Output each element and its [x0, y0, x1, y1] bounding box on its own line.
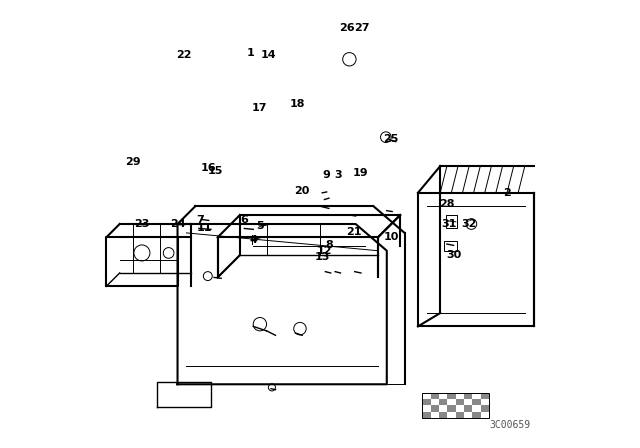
Bar — [447, 393, 456, 399]
Bar — [481, 405, 489, 412]
Text: 8: 8 — [325, 241, 333, 250]
Bar — [447, 405, 456, 412]
Text: 31: 31 — [442, 219, 457, 229]
Text: 11: 11 — [196, 224, 212, 233]
Text: 6: 6 — [241, 215, 248, 224]
Text: 15: 15 — [208, 166, 223, 176]
Bar — [456, 399, 464, 405]
Text: 10: 10 — [383, 233, 399, 242]
Text: 18: 18 — [290, 99, 305, 109]
Bar — [422, 393, 489, 418]
Text: 23: 23 — [134, 219, 150, 229]
Text: 17: 17 — [252, 103, 268, 113]
Text: 30: 30 — [446, 250, 461, 260]
Text: 7: 7 — [196, 215, 204, 224]
Text: 13: 13 — [314, 252, 330, 263]
Text: 16: 16 — [201, 164, 216, 173]
Text: 28: 28 — [439, 199, 454, 209]
Text: 25: 25 — [383, 134, 399, 144]
Bar — [445, 215, 457, 228]
Text: 14: 14 — [261, 50, 276, 60]
Bar — [439, 412, 447, 418]
Bar — [431, 405, 439, 412]
Bar — [472, 399, 481, 405]
Bar — [472, 412, 481, 418]
Text: 21: 21 — [346, 227, 361, 237]
Text: 32: 32 — [461, 219, 477, 229]
Bar — [422, 399, 431, 405]
Text: 20: 20 — [294, 185, 310, 196]
Text: 3: 3 — [334, 170, 342, 180]
Text: 12: 12 — [317, 246, 332, 256]
Text: 5: 5 — [256, 221, 264, 231]
Text: 22: 22 — [177, 50, 192, 60]
Bar — [422, 412, 431, 418]
Bar — [431, 393, 439, 399]
Text: 4: 4 — [249, 235, 257, 245]
Bar — [464, 405, 472, 412]
Bar — [481, 393, 489, 399]
Text: 19: 19 — [352, 168, 368, 178]
Text: 26: 26 — [339, 23, 355, 33]
Text: 3C00659: 3C00659 — [489, 420, 531, 430]
Text: 24: 24 — [170, 219, 186, 229]
Bar — [464, 393, 472, 399]
Text: 2: 2 — [503, 188, 511, 198]
Text: 29: 29 — [125, 157, 141, 167]
Bar — [439, 399, 447, 405]
Bar — [456, 412, 464, 418]
Text: 9: 9 — [323, 170, 331, 180]
Bar — [444, 241, 457, 251]
Text: 1: 1 — [247, 47, 255, 58]
Text: 27: 27 — [355, 23, 370, 33]
